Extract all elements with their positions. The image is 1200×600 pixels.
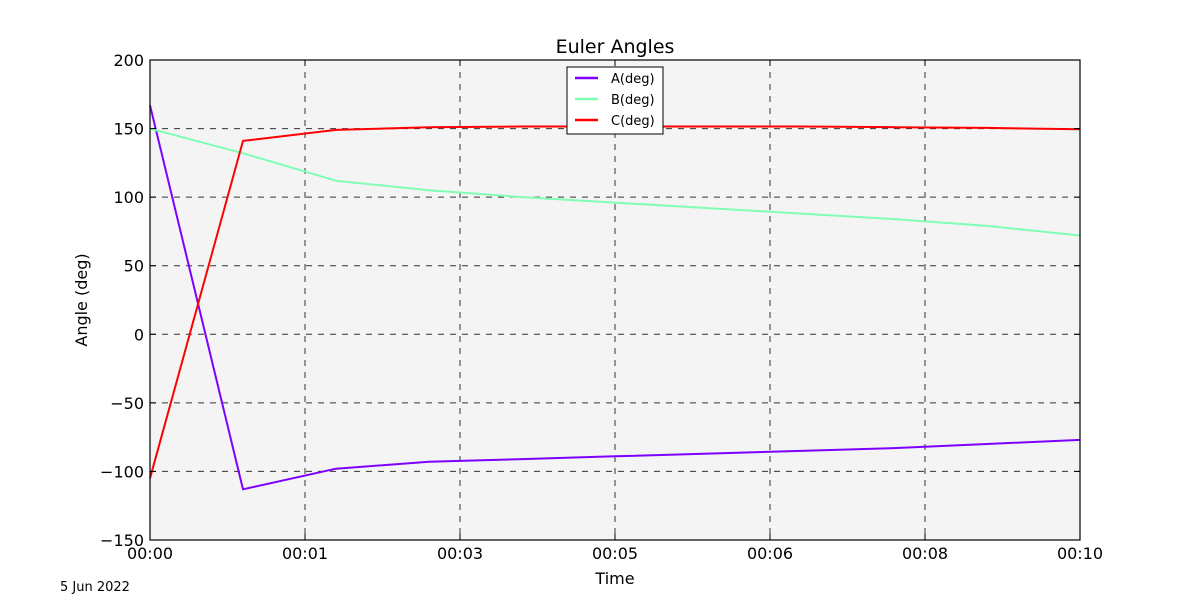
y-tick-label: 50 (124, 257, 144, 276)
y-tick-label: 100 (113, 188, 144, 207)
x-tick-label: 00:08 (902, 544, 948, 563)
y-tick-label: 0 (134, 325, 144, 344)
legend-label: A(deg) (611, 72, 655, 87)
series-line-a (149, 105, 1081, 491)
y-axis-ticks: 200 150 100 50 0 −50 −100 −150 (100, 51, 1080, 550)
legend-label: C(deg) (611, 114, 655, 129)
x-axis-label: Time (594, 569, 634, 588)
legend-label: B(deg) (611, 93, 655, 108)
y-axis-label: Angle (deg) (72, 253, 91, 346)
series-line-b (149, 127, 1081, 237)
x-tick-label: 00:03 (437, 544, 483, 563)
y-tick-label: −100 (100, 462, 144, 481)
x-tick-label: 00:06 (747, 544, 793, 563)
x-tick-label: 00:05 (592, 544, 638, 563)
y-tick-label: −50 (110, 394, 144, 413)
x-tick-label: 00:10 (1057, 544, 1103, 563)
y-tick-label: 200 (113, 51, 144, 70)
legend: A(deg) B(deg) C(deg) (566, 66, 664, 135)
x-tick-label: 00:00 (127, 544, 173, 563)
chart-title: Euler Angles (556, 36, 675, 58)
y-tick-label: 150 (113, 120, 144, 139)
date-annotation: 5 Jun 2022 (60, 580, 130, 595)
x-tick-label: 00:01 (282, 544, 328, 563)
x-axis-ticks: 00:00 00:01 00:03 00:05 00:06 00:08 00:10 (127, 60, 1103, 563)
y-tick-label: −150 (100, 531, 144, 550)
